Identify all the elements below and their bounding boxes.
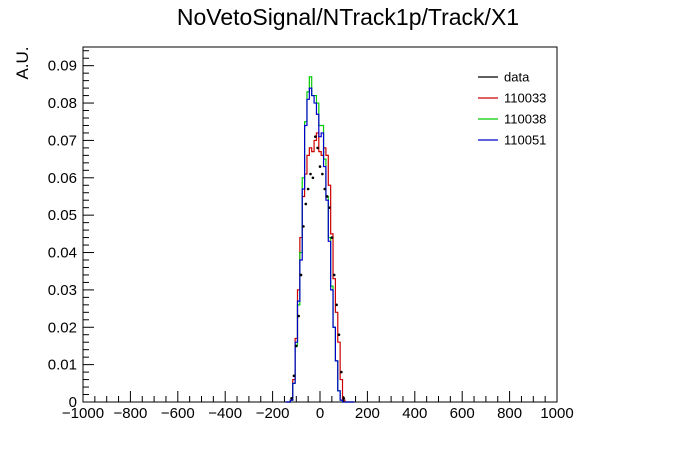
data-point xyxy=(309,172,312,176)
y-tick-label: 0.08 xyxy=(48,95,77,112)
x-tick-label: −800 xyxy=(114,405,148,422)
data-point xyxy=(335,303,338,307)
data-point xyxy=(297,314,300,318)
data-point xyxy=(337,333,341,337)
series-110051-hist xyxy=(285,87,355,403)
y-tick-label: 0.05 xyxy=(48,207,77,224)
x-tick-label: 800 xyxy=(497,405,522,422)
legend-label: data xyxy=(504,70,530,85)
series-110033-hist xyxy=(285,132,355,403)
data-point xyxy=(325,195,329,198)
y-tick-label: 0 xyxy=(69,394,77,411)
x-tick-label: −1000 xyxy=(62,405,104,422)
data-point xyxy=(332,273,336,277)
data-point xyxy=(313,135,317,138)
data-point xyxy=(295,344,298,348)
x-tick-label: −200 xyxy=(256,405,290,422)
x-tick-label: 200 xyxy=(355,405,380,422)
y-tick-label: 0.04 xyxy=(48,245,77,262)
data-point xyxy=(302,225,305,228)
data-point xyxy=(290,396,293,400)
y-axis-title: A.U. xyxy=(13,46,32,79)
x-tick-label: 400 xyxy=(402,405,427,422)
y-tick-label: 0.06 xyxy=(48,170,77,187)
plot-frame xyxy=(82,46,558,403)
legend-label: 110033 xyxy=(504,91,546,106)
x-tick-label: −400 xyxy=(208,405,242,422)
data-point xyxy=(323,187,327,191)
chart-title: NoVetoSignal/NTrack1p/Track/X1 xyxy=(176,4,520,30)
legend-label: 110051 xyxy=(504,133,546,148)
x-tick-label: 0 xyxy=(316,405,324,422)
y-tick-label: 0.09 xyxy=(48,58,77,75)
data-point xyxy=(311,176,315,180)
y-tick-label: 0.01 xyxy=(48,357,77,374)
y-tick-label: 0.02 xyxy=(48,319,77,336)
x-tick-label: −600 xyxy=(161,405,195,422)
y-tick-label: 0.07 xyxy=(48,132,77,149)
data-point xyxy=(304,202,308,206)
data-point xyxy=(316,146,319,150)
legend-label: 110038 xyxy=(504,112,546,127)
x-tick-label: 600 xyxy=(450,405,475,422)
data-point xyxy=(330,236,334,239)
x-tick-label: 1000 xyxy=(540,405,573,422)
data-point xyxy=(328,206,331,209)
data-point xyxy=(306,187,310,191)
data-point xyxy=(292,374,296,378)
series-110038-hist xyxy=(285,76,355,403)
y-tick-label: 0.03 xyxy=(48,282,77,299)
data-point xyxy=(318,165,322,168)
data-point xyxy=(321,172,324,176)
data-point xyxy=(340,370,343,374)
data-point xyxy=(299,273,303,277)
